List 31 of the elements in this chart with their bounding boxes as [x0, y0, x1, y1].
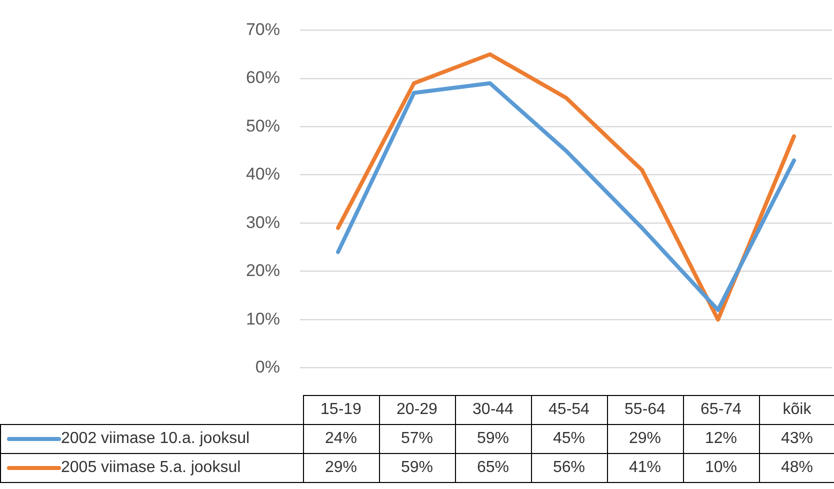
data-label: 29% [607, 424, 683, 454]
x-tick-label: 55-64 [607, 396, 683, 424]
data-label: 57% [379, 424, 455, 454]
data-label: 43% [759, 424, 834, 454]
data-label: 56% [531, 454, 607, 482]
data-label: 48% [759, 454, 834, 482]
x-tick-label: 65-74 [683, 396, 759, 424]
y-tick-label: 50% [246, 116, 280, 136]
x-tick-label: 45-54 [531, 396, 607, 424]
y-tick-label: 60% [246, 68, 280, 88]
y-tick-label: 30% [246, 212, 280, 232]
x-tick-label: 20-29 [379, 396, 455, 424]
y-tick-label: 0% [255, 357, 280, 376]
x-tick-label: 15-19 [303, 396, 379, 424]
x-tick-label: kõik [759, 396, 834, 424]
data-label: 65% [455, 454, 531, 482]
y-tick-label: 70% [246, 20, 280, 39]
data-label: 12% [683, 424, 759, 454]
data-label: 29% [303, 454, 379, 482]
data-label: 59% [379, 454, 455, 482]
legend-label: 2005 viimase 5.a. jooksul [61, 459, 241, 476]
data-label: 24% [303, 424, 379, 454]
data-label: 45% [531, 424, 607, 454]
data-label: 10% [683, 454, 759, 482]
y-tick-label: 40% [246, 164, 280, 184]
y-tick-label: 10% [246, 309, 280, 328]
x-tick-label: 30-44 [455, 396, 531, 424]
data-label: 59% [455, 424, 531, 454]
data-label: 41% [607, 454, 683, 482]
legend-label: 2002 viimase 10.a. jooksul [61, 430, 250, 447]
y-tick-label: 20% [246, 261, 280, 280]
